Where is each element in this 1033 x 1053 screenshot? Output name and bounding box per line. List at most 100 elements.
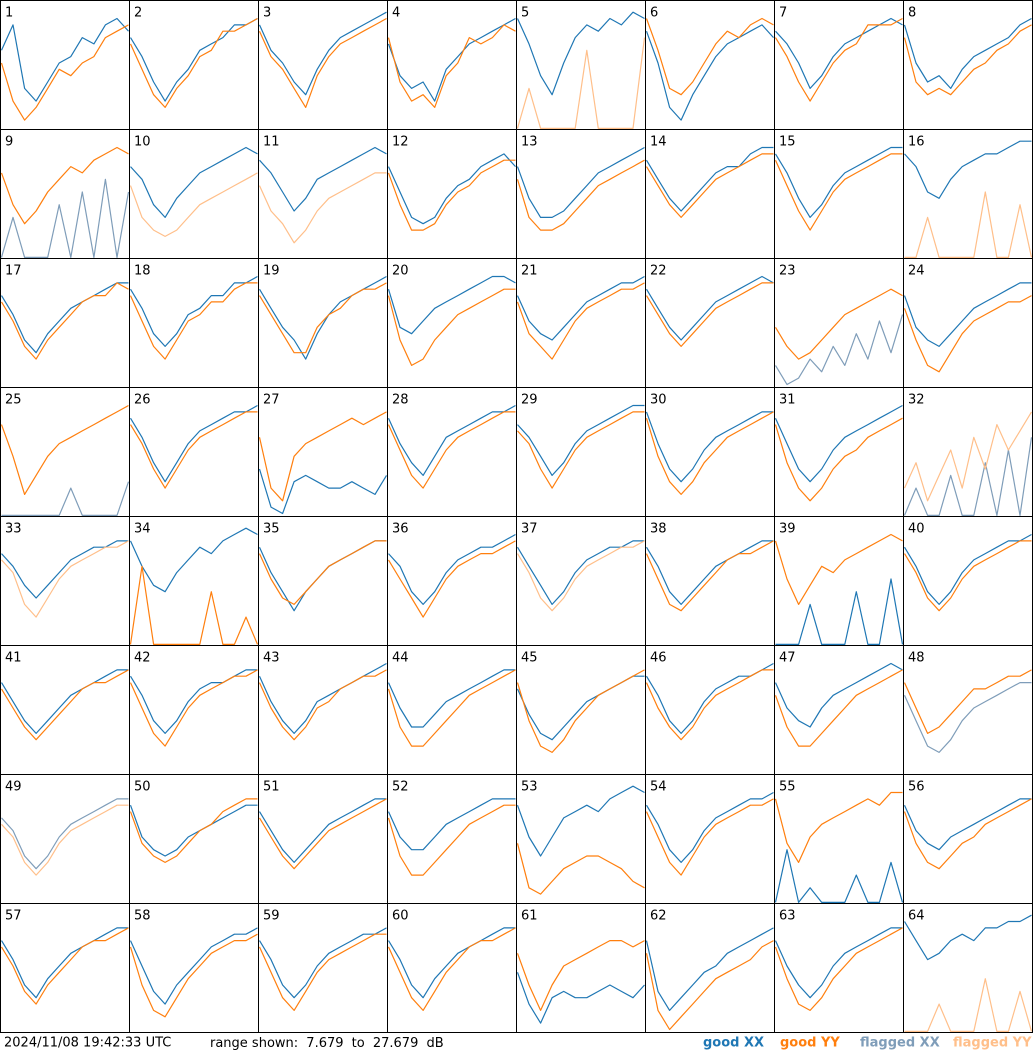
panel-label: 23 [779, 264, 796, 279]
spectrum-line [387, 275, 516, 335]
panel: 32 [903, 387, 1033, 517]
panel-label: 1 [5, 6, 13, 21]
panel-frame [387, 516, 517, 646]
panel-label: 52 [392, 780, 409, 795]
spectrum-line [387, 404, 516, 476]
spectrum-line [129, 669, 258, 747]
panel-label: 50 [134, 780, 151, 795]
spectrum-line [258, 927, 387, 999]
spectrum-line [774, 417, 903, 502]
spectrum-line [129, 17, 258, 102]
panel: 29 [516, 387, 646, 517]
spectrum-line [129, 804, 258, 857]
panel-label: 28 [392, 393, 409, 408]
spectrum-line [258, 662, 387, 735]
spectrum-line [774, 17, 903, 102]
panel-frame [258, 516, 388, 646]
spectrum-line [774, 533, 903, 606]
panel-label: 8 [908, 6, 916, 21]
panel-label: 10 [134, 135, 151, 150]
panel: 24 [903, 258, 1033, 388]
spectrum-line [387, 669, 516, 747]
panel-label: 3 [263, 6, 271, 21]
panel-frame [774, 0, 904, 130]
panel-frame [516, 258, 646, 388]
panel-label: 27 [263, 393, 280, 408]
panel-frame [129, 387, 259, 517]
spectrum-line [258, 540, 387, 606]
panel: 17 [0, 258, 130, 388]
spectrum-line [903, 411, 1033, 502]
panel: 47 [774, 645, 904, 775]
spectrum-line [258, 11, 387, 96]
spectrum-line [774, 404, 903, 483]
panel-label: 26 [134, 393, 151, 408]
panel-label: 17 [5, 264, 22, 279]
panel-label: 40 [908, 522, 925, 537]
panel-frame [516, 903, 646, 1033]
panel: 61 [516, 903, 646, 1033]
spectrum-line [129, 17, 258, 109]
spectrum-line [645, 282, 774, 347]
panel: 26 [129, 387, 259, 517]
panel: 7 [774, 0, 904, 130]
spectrum-line [0, 669, 129, 735]
timestamp: 2024/11/08 19:42:33 UTC [4, 1036, 171, 1051]
panel-label: 4 [392, 6, 400, 21]
spectrum-line [129, 927, 258, 1005]
spectrum-line [0, 282, 129, 360]
spectrum-line [387, 804, 516, 876]
panel-frame [774, 903, 904, 1033]
spectrum-line [516, 146, 645, 218]
panel-label: 56 [908, 780, 925, 795]
panel: 56 [903, 774, 1033, 904]
spectrum-line [129, 404, 258, 483]
legend-entry: good YY [780, 1036, 840, 1051]
spectrum-line [774, 314, 904, 386]
panel-frame [774, 516, 904, 646]
panel-label: 44 [392, 651, 409, 666]
panel-frame [903, 903, 1033, 1033]
panel-frame [903, 258, 1033, 388]
panel: 10 [129, 129, 259, 259]
spectrum-line [904, 140, 1032, 199]
spectrum-line [129, 275, 258, 347]
spectrum-line [774, 927, 903, 1012]
spectrum-line [903, 798, 1032, 870]
panel-label: 5 [521, 6, 529, 21]
panel-frame [516, 774, 646, 904]
panel-label: 55 [779, 780, 796, 795]
panel: 53 [516, 774, 646, 904]
panel-label: 61 [521, 909, 538, 924]
spectrum-line [129, 172, 258, 237]
panel-label: 60 [392, 909, 409, 924]
spectrum-line [129, 669, 258, 735]
panel: 49 [0, 774, 130, 904]
panel-label: 36 [392, 522, 409, 537]
spectrum-line [129, 798, 258, 864]
panel: 4 [387, 0, 517, 130]
range-text: range shown: 7.679 to 27.679 dB [210, 1036, 444, 1051]
spectrum-line [903, 295, 1032, 373]
spectrum-line [258, 798, 387, 870]
panel-label: 29 [521, 393, 538, 408]
panel: 28 [387, 387, 517, 517]
panel: 57 [0, 903, 130, 1033]
spectrum-line [258, 17, 387, 109]
panel-frame [645, 903, 775, 1033]
spectrum-line [0, 404, 129, 495]
panel: 21 [516, 258, 646, 388]
panel-frame [387, 645, 517, 775]
spectrum-line [774, 791, 903, 864]
panel-label: 64 [908, 909, 925, 924]
panel-label: 32 [908, 393, 925, 408]
panel-label: 31 [779, 393, 796, 408]
panel-label: 59 [263, 909, 280, 924]
panel-frame [387, 258, 517, 388]
panel-label: 47 [779, 651, 796, 666]
panel: 48 [903, 645, 1033, 775]
spectrum-line [516, 11, 645, 96]
panel: 27 [258, 387, 388, 517]
panel-label: 49 [5, 780, 22, 795]
